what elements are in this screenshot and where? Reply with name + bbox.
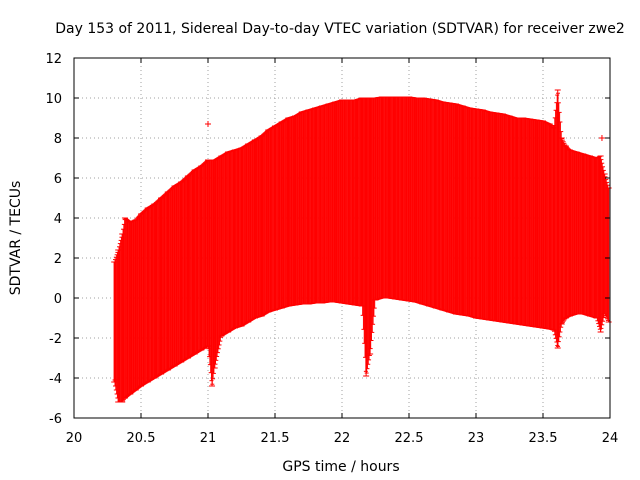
- x-tick-labels: 20 20.5 21 21.5 22 22.5 23 23.5 24: [66, 431, 619, 446]
- y-tick-label: -6: [49, 412, 62, 427]
- chart-title: Day 153 of 2011, Sidereal Day-to-day VTE…: [55, 21, 625, 37]
- x-tick-label: 23: [468, 431, 485, 446]
- y-tick-label: 0: [54, 292, 62, 307]
- y-tick-labels: -6 -4 -2 0 2 4 6 8 10 12: [45, 52, 62, 427]
- y-tick-label: 8: [54, 132, 62, 147]
- x-tick-label: 20: [66, 431, 83, 446]
- error-bars: [111, 89, 612, 403]
- x-tick-label: 20.5: [127, 431, 156, 446]
- y-tick-label: 12: [45, 52, 62, 67]
- y-tick-label: -2: [49, 332, 62, 347]
- x-tick-label: 21.5: [261, 431, 290, 446]
- y-tick-label: 10: [45, 92, 62, 107]
- outlier-points: [112, 121, 605, 383]
- y-tick-label: 4: [54, 212, 62, 227]
- x-axis-label: GPS time / hours: [282, 459, 399, 475]
- x-tick-label: 22: [334, 431, 351, 446]
- y-tick-label: 6: [54, 172, 62, 187]
- x-tick-label: 21: [200, 431, 217, 446]
- y-tick-label: 2: [54, 252, 62, 267]
- x-tick-label: 24: [602, 431, 619, 446]
- x-tick-label: 23.5: [529, 431, 558, 446]
- y-tick-label: -4: [49, 372, 62, 387]
- y-axis-label: SDTVAR / TECUs: [8, 181, 24, 296]
- axis-ticks: [73, 57, 611, 419]
- x-tick-label: 22.5: [395, 431, 424, 446]
